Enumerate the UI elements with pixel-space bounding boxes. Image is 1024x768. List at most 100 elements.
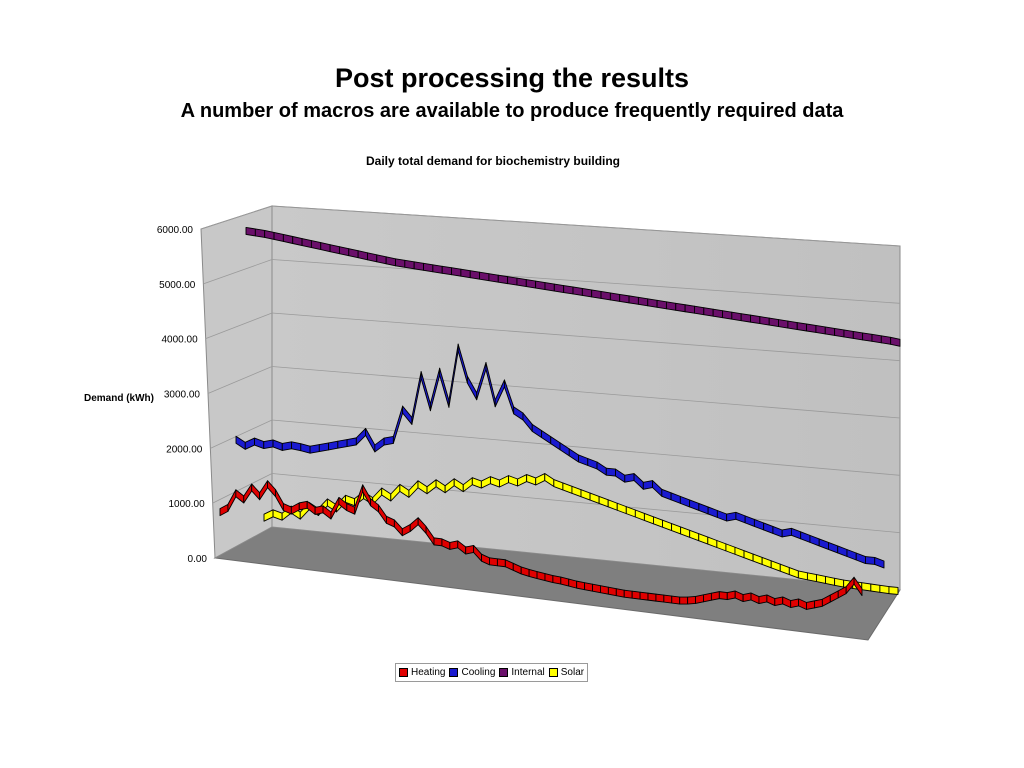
series-segment: [862, 332, 873, 342]
series-segment: [703, 592, 712, 603]
series-segment: [758, 594, 768, 605]
series-segment: [404, 259, 415, 270]
series-segment: [346, 437, 357, 447]
legend-swatch: [399, 668, 408, 677]
series-segment: [496, 558, 506, 568]
series-segment: [871, 333, 882, 344]
series-segment: [376, 254, 387, 265]
series-segment: [348, 248, 359, 259]
series-segment: [695, 594, 704, 604]
series-segment: [479, 271, 490, 282]
series-segment: [337, 439, 348, 449]
y-axis-label: Demand (kWh): [84, 393, 154, 404]
series-segment: [451, 267, 462, 277]
chart-side-wall: [200, 205, 273, 559]
series-segment: [298, 500, 308, 511]
series-segment: [599, 585, 609, 595]
series-segment: [655, 593, 665, 603]
gridline-side: [203, 259, 273, 285]
series-segment: [292, 236, 303, 246]
series-segment: [852, 330, 864, 341]
legend-item-heating: Heating: [399, 667, 445, 678]
series-segment: [385, 256, 396, 267]
series-segment: [254, 228, 266, 238]
legend-item-internal: Internal: [499, 667, 545, 678]
series-segment: [581, 288, 593, 298]
series-segment: [281, 441, 292, 451]
gridline-back: [271, 366, 901, 419]
series-segment: [865, 556, 876, 565]
series-segment: [642, 480, 654, 490]
series-segment: [703, 307, 714, 317]
series-segment: [647, 298, 658, 308]
series-segment: [591, 289, 602, 299]
gridline-back: [271, 259, 901, 304]
series-segment: [834, 577, 845, 588]
slide-subtitle: A number of macros are available to prod…: [180, 100, 844, 122]
series-segment: [282, 234, 294, 244]
series-segment: [718, 591, 728, 601]
series-segment: [553, 283, 565, 293]
series-segment: [684, 304, 695, 314]
series-segment: [631, 590, 641, 600]
series-segment: [806, 572, 817, 583]
series-segment: [815, 325, 826, 335]
series-segment: [516, 277, 527, 288]
series-segment: [395, 258, 406, 268]
gridline-side: [210, 419, 273, 449]
series-segment: [469, 270, 481, 280]
series-segment: [861, 582, 872, 592]
gridline-back: [271, 473, 901, 534]
gridline-back: [271, 205, 901, 247]
series-segment: [671, 595, 681, 605]
series-segment: [572, 286, 583, 296]
series-segment: [637, 296, 649, 307]
series-segment: [628, 295, 639, 305]
series-segment: [797, 570, 808, 581]
series-segment: [759, 316, 770, 326]
series-segment: [619, 293, 630, 304]
series-segment: [639, 591, 649, 601]
series-segment: [273, 231, 284, 242]
series-segment: [623, 589, 633, 599]
series-cooling: [235, 343, 885, 569]
gridline-back: [271, 419, 901, 476]
gridline-side: [207, 366, 273, 394]
series-segment: [433, 537, 443, 547]
series-segment: [722, 310, 733, 320]
series-segment: [465, 544, 475, 555]
series-segment: [687, 596, 697, 605]
series-segment: [624, 473, 635, 483]
series-segment: [592, 583, 601, 594]
gridline-side: [200, 205, 273, 230]
series-segment: [544, 282, 555, 292]
series-segment: [536, 571, 546, 581]
series-segment: [740, 313, 751, 323]
series-segment: [432, 264, 443, 274]
legend-swatch: [499, 668, 509, 677]
series-segment: [605, 467, 616, 477]
series-segment: [607, 586, 617, 597]
series-segment: [712, 308, 723, 319]
legend-label: Cooling: [461, 667, 496, 678]
series-segment: [264, 229, 275, 240]
series-segment: [576, 580, 586, 591]
series-segment: [806, 323, 817, 333]
series-segment: [301, 238, 312, 249]
series-segment: [796, 322, 808, 332]
series-segment: [694, 305, 705, 316]
series-segment: [890, 336, 901, 347]
series-segment: [413, 261, 424, 271]
series-segment: [880, 335, 892, 345]
series-segment: [787, 320, 798, 330]
series-segment: [367, 252, 378, 263]
series-segment: [879, 584, 890, 595]
series-segment: [488, 273, 499, 283]
series-segment: [507, 276, 518, 286]
y-tick-label: 2000.00: [166, 444, 203, 455]
series-segment: [742, 592, 752, 603]
y-tick-label: 4000.00: [162, 335, 199, 346]
series-segment: [600, 290, 611, 301]
series-segment: [874, 557, 885, 569]
